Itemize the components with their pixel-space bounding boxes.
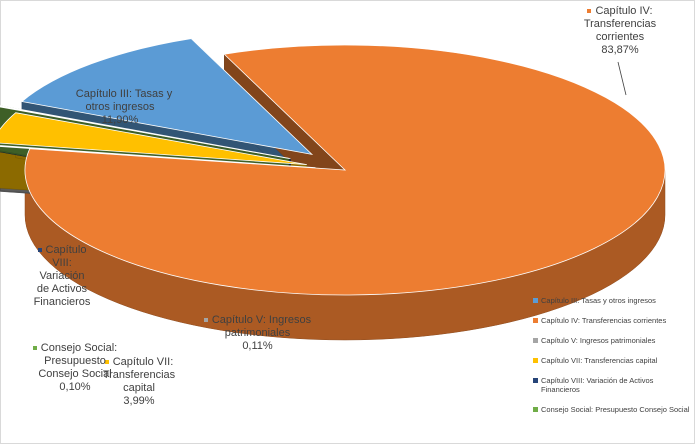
label-line: de Activos [36,283,88,295]
legend-swatch [533,298,538,303]
label-marker [32,346,37,351]
legend-swatch [533,318,538,323]
label-marker [67,92,72,97]
legend-label: Consejo Social: Presupuesto Consejo Soci… [541,405,690,414]
legend-item-capitulo-viii-variacion-de-activos-financieros: Capítulo VIII: Variación de Activos Fina… [533,376,691,394]
label-marker [203,318,208,323]
legend-label: Capítulo V: Ingresos patrimoniales [541,336,656,345]
data-label-capitulo-vii-transferencias-capital: Capítulo VII: Transferencias capital 3,99% [84,356,194,408]
label-line: Consejo Social: [40,342,118,354]
label-line: Variación [39,270,85,282]
slice-tops [0,38,666,296]
label-marker [104,360,109,365]
label-value: 0,11% [242,340,273,352]
legend-label: Capítulo VIII: Variación de Activos Fina… [541,376,654,394]
data-label-capitulo-iv-transferencias-corrientes: Capítulo IV: Transferencias corrientes 83,8… [545,5,695,57]
label-value: 0,10% [59,381,91,393]
legend-item-capitulo-v-ingresos-patrimoniales: Capítulo V: Ingresos patrimoniales [533,336,691,345]
legend-item-capitulo-iv-transferencias-corrientes: Capítulo IV: Transferencias corrientes [533,316,691,325]
slice-capitulo-v-ingresos-patrimoniales [0,145,316,169]
data-label-capitulo-v-ingresos-patrimoniales: Capítulo V: Ingresos patrimoniales 0,11% [180,314,335,353]
label-line: Capítulo IV: [595,5,653,17]
legend-label: Capítulo IV: Transferencias corrientes [541,316,667,325]
label-line: corrientes [595,31,645,43]
label-line: Capítulo III: Tasas y [75,88,173,100]
label-line: Transferencias [583,18,657,30]
legend-item-consejo-social-presupuesto-consejo-social: Consejo Social: Presupuesto Consejo Soci… [533,405,691,414]
data-label-capitulo-iii-tasas-y-otros-ingresos: Capítulo III: Tasas y otros ingresos 11,90… [40,88,200,127]
legend-swatch [533,338,538,343]
label-line: Transferencias [102,369,176,381]
label-value: 3,99% [123,395,155,407]
label-line: Capítulo [45,244,87,256]
label-line: Financieros [33,296,91,308]
label-line: capital [123,382,155,394]
label-line: Presupuesto [44,355,106,367]
slice-capitulo-vii-transferencias-capital [0,112,307,166]
label-value: 11,90% [101,114,139,126]
legend-label: Capítulo III: Tasas y otros ingresos [541,296,656,305]
label-marker [587,9,592,14]
legend-swatch [533,378,538,383]
label-line: Capítulo VII: [112,356,174,368]
label-line: patrimoniales [224,327,291,339]
label-line: Capítulo V: Ingresos [211,314,312,326]
data-label-consejo-social-presupuesto-consejo-social: Consejo Social: Presupuesto Consejo Social… [15,342,135,394]
label-marker [37,248,42,253]
legend-item-capitulo-iii-tasas-y-otros-ingresos: Capítulo III: Tasas y otros ingresos [533,296,691,305]
legend-label: Capítulo VII: Transferencias capital [541,356,658,365]
data-label-capitulo-viii-variacion-de-activos-financieros: Capítulo VIII: Variación de Activos Financie… [22,244,102,309]
legend-item-capitulo-vii-transferencias-capital: Capítulo VII: Transferencias capital [533,356,691,365]
label-line: otros ingresos [85,101,155,113]
slice-capitulo-iii-tasas-y-otros-ingresos [20,38,314,155]
slice-capitulo-iv-transferencias-corrientes [24,44,666,296]
leader-line-capitulo-iv [617,61,627,96]
legend-swatch [533,407,538,412]
label-line: Consejo Social [38,368,112,380]
legend: Capítulo III: Tasas y otros ingresos Capí… [533,296,691,425]
legend-swatch [533,358,538,363]
label-line: VIII: [52,257,72,269]
label-value: 83,87% [601,44,639,56]
